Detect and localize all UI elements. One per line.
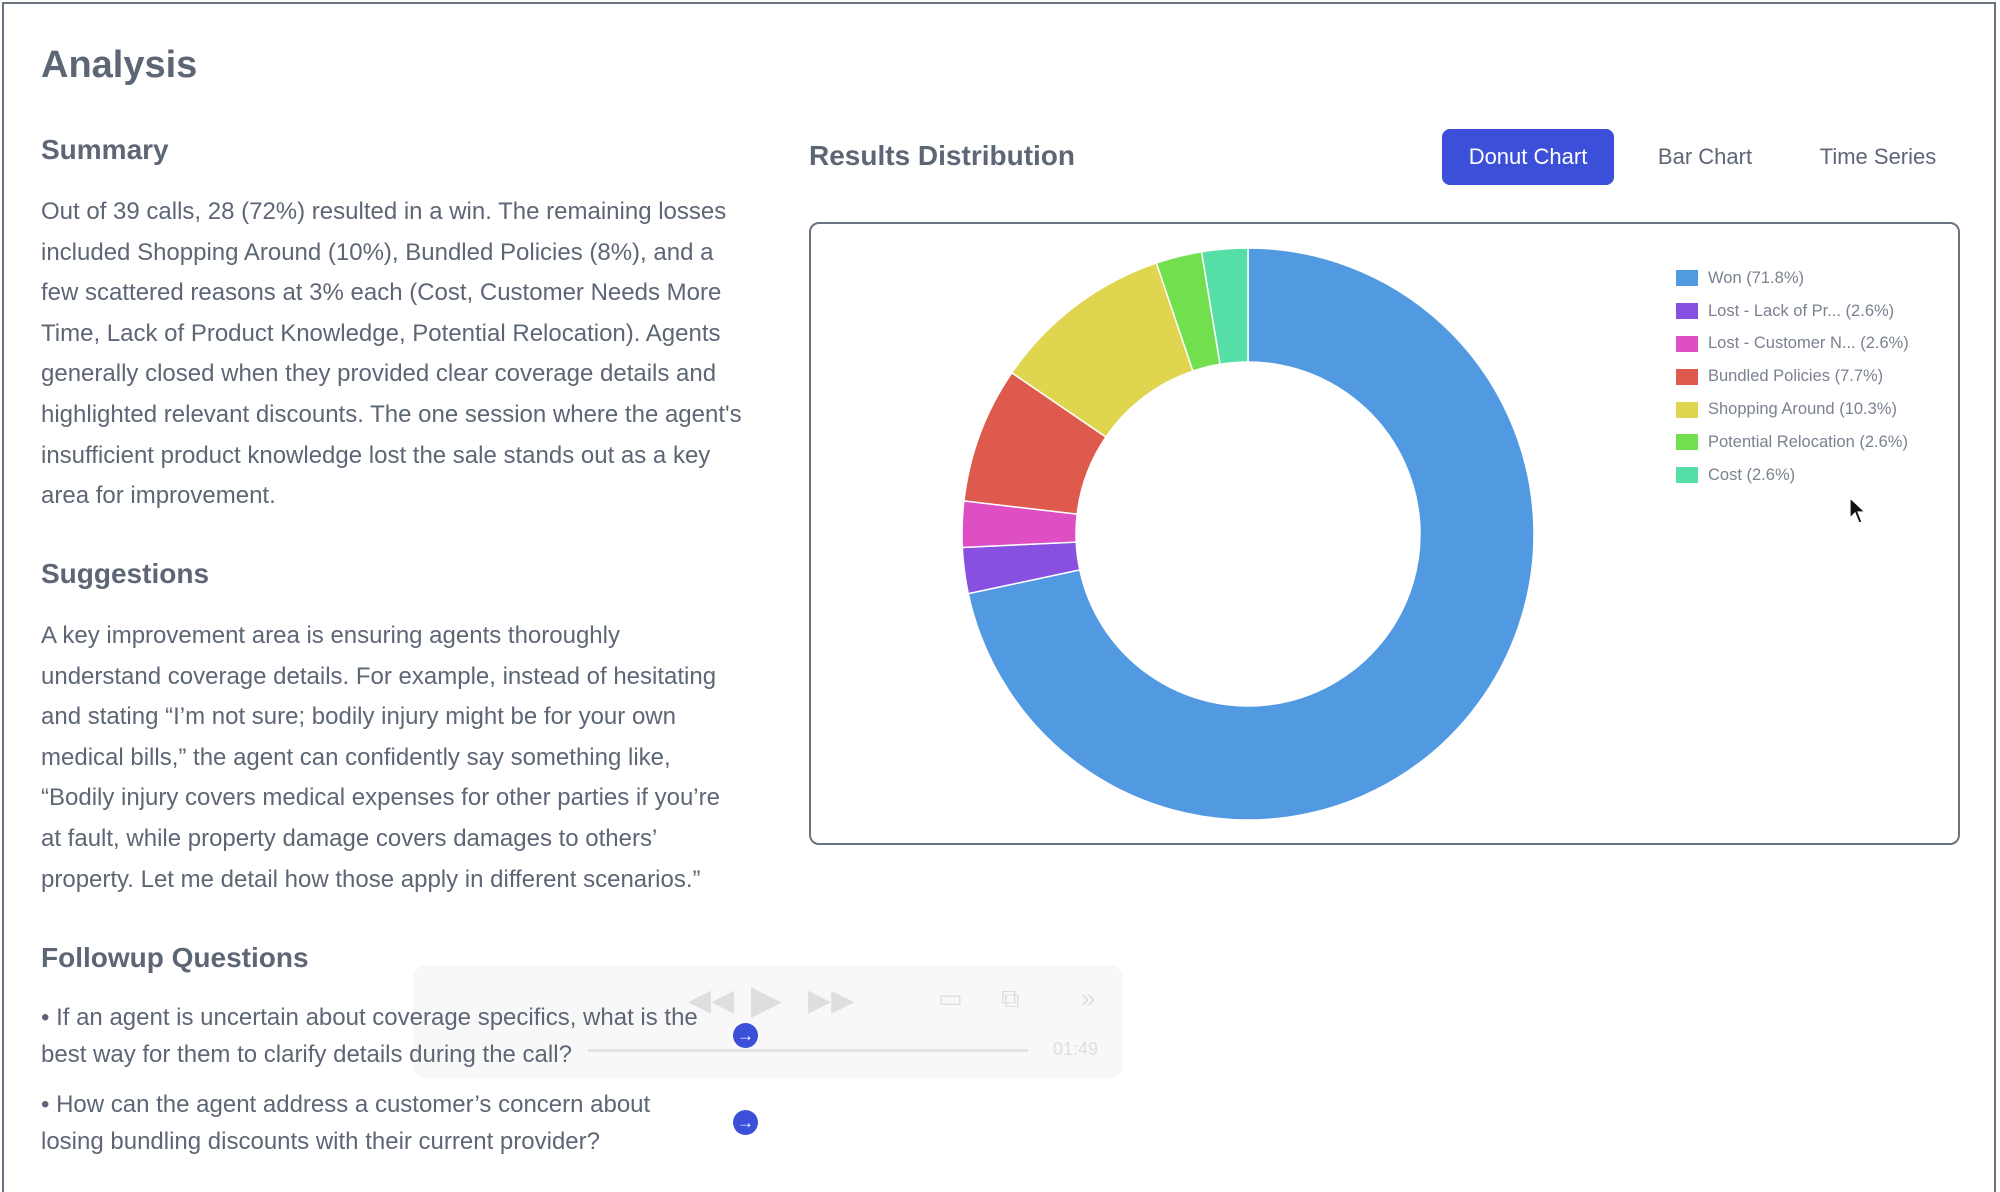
legend-label: Shopping Around (10.3%) xyxy=(1708,400,1897,419)
chart-title: Results Distribution xyxy=(809,140,1076,171)
legend-swatch xyxy=(1676,303,1698,320)
page-title: Analysis xyxy=(41,44,198,86)
legend-item[interactable]: Lost - Customer N... (2.6%) xyxy=(1676,328,1909,361)
legend-swatch xyxy=(1676,401,1698,418)
summary-text: Out of 39 calls, 28 (72%) resulted in a … xyxy=(41,192,776,517)
airplay-icon[interactable]: ▭ xyxy=(938,983,963,1013)
followup-line: losing bundling discounts with their cur… xyxy=(41,1128,600,1155)
rewind-icon[interactable]: ◀◀ xyxy=(688,984,735,1017)
legend-item[interactable]: Won (71.8%) xyxy=(1676,262,1909,295)
legend-label: Lost - Customer N... (2.6%) xyxy=(1708,334,1909,353)
summary-line: Time, Lack of Product Knowledge, Potenti… xyxy=(41,319,721,347)
legend-item[interactable]: Lost - Lack of Pr... (2.6%) xyxy=(1676,295,1909,328)
summary-line: few scattered reasons at 3% each (Cost, … xyxy=(41,279,722,307)
followup-line: • If an agent is uncertain about coverag… xyxy=(41,1004,698,1031)
legend-swatch xyxy=(1676,368,1698,385)
donut-slice[interactable] xyxy=(967,247,1535,821)
legend-item[interactable]: Shopping Around (10.3%) xyxy=(1676,393,1909,426)
legend-swatch xyxy=(1676,434,1698,451)
legend-label: Lost - Lack of Pr... (2.6%) xyxy=(1708,301,1895,320)
legend-label: Bundled Policies (7.7%) xyxy=(1708,367,1884,386)
followup-line: • How can the agent address a customer’s… xyxy=(41,1091,651,1118)
video-player-overlay[interactable]: ◀◀ ▶ ▶▶ ▭ ⧉ » 01:49 xyxy=(413,965,1123,1078)
tab-bar-chart[interactable]: Bar Chart xyxy=(1657,144,1753,169)
followup-line: best way for them to clarify details dur… xyxy=(41,1041,572,1068)
summary-line: generally closed when they provided clea… xyxy=(41,360,717,388)
followup-question: • If an agent is uncertain about coverag… xyxy=(41,999,731,1073)
suggestions-line: at fault, while property damage covers d… xyxy=(41,824,658,852)
suggestions-line: property. Let me detail how those apply … xyxy=(41,865,701,893)
tab-time-series[interactable]: Time Series xyxy=(1819,144,1937,169)
legend-swatch xyxy=(1676,335,1698,352)
followup-heading: Followup Questions xyxy=(41,942,309,973)
legend-label: Potential Relocation (2.6%) xyxy=(1708,432,1908,451)
summary-line: insufficient product knowledge lost the … xyxy=(41,441,711,469)
summary-line: included Shopping Around (10%), Bundled … xyxy=(41,238,714,266)
mouse-cursor-icon xyxy=(1849,497,1867,524)
picture-in-picture-icon[interactable]: ⧉ xyxy=(1001,983,1020,1013)
suggestions-heading: Suggestions xyxy=(41,558,210,589)
chart-card: Won (71.8%) Lost - Lack of Pr... (2.6%) Lo… xyxy=(809,222,1960,845)
legend-item[interactable]: Cost (2.6%) xyxy=(1676,459,1909,492)
suggestions-line: medical bills,” the agent can confidentl… xyxy=(41,743,671,771)
video-progress-bar[interactable] xyxy=(588,1049,1028,1052)
donut-slice[interactable] xyxy=(1200,247,1249,366)
legend-label: Won (71.8%) xyxy=(1708,268,1804,287)
suggestions-line: understand coverage details. For example… xyxy=(41,662,717,690)
summary-heading: Summary xyxy=(41,134,169,165)
legend-swatch xyxy=(1676,467,1698,484)
legend-item[interactable]: Potential Relocation (2.6%) xyxy=(1676,426,1909,459)
suggestions-line: A key improvement area is ensuring agent… xyxy=(41,622,620,649)
video-time: 01:49 xyxy=(1053,1039,1099,1059)
donut-chart xyxy=(961,247,1535,821)
suggestions-line: “Bodily injury covers medical expenses f… xyxy=(41,784,720,812)
chevron-right-icon[interactable]: » xyxy=(1081,983,1096,1013)
summary-line: area for improvement. xyxy=(41,482,276,510)
suggestions-text: A key improvement area is ensuring agent… xyxy=(41,616,776,900)
fast-forward-icon[interactable]: ▶▶ xyxy=(808,984,855,1017)
arrow-right-circle-icon[interactable]: → xyxy=(733,1023,758,1048)
summary-line: Out of 39 calls, 28 (72%) resulted in a … xyxy=(41,198,727,225)
legend-item[interactable]: Bundled Policies (7.7%) xyxy=(1676,360,1909,393)
summary-line: highlighted relevant discounts. The one … xyxy=(41,400,742,428)
legend-label: Cost (2.6%) xyxy=(1708,465,1796,484)
legend-swatch xyxy=(1676,270,1698,287)
chart-legend: Won (71.8%) Lost - Lack of Pr... (2.6%) Lo… xyxy=(1676,262,1909,492)
followup-question: • How can the agent address a customer’s… xyxy=(41,1086,731,1160)
suggestions-line: and stating “I’m not sure; bodily injury… xyxy=(41,703,676,731)
tab-donut-chart[interactable]: Donut Chart xyxy=(1442,129,1614,185)
play-icon[interactable]: ▶ xyxy=(751,978,782,1022)
arrow-right-circle-icon[interactable]: → xyxy=(733,1110,758,1135)
